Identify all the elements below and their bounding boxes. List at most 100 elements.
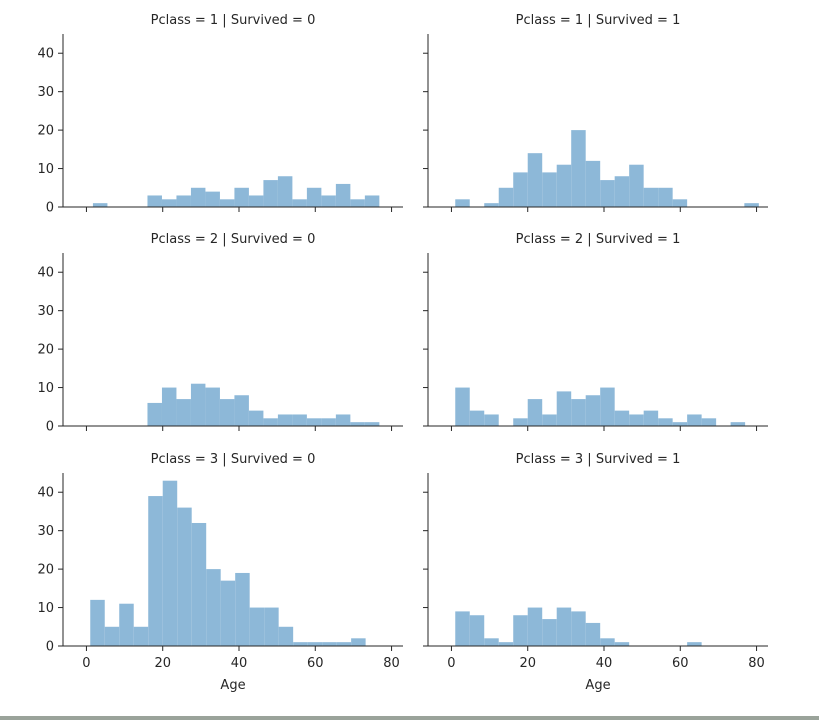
histogram-bar [162,480,178,646]
histogram-bar [335,183,351,207]
histogram-bar [556,607,572,646]
histogram-bar [484,414,499,426]
histogram-bar [147,402,162,426]
y-tick-label: 30 [37,524,54,539]
y-tick-label: 40 [37,266,54,281]
histogram-bar [484,638,499,646]
histogram-bar [133,626,149,646]
histogram-bar [600,387,615,426]
x-tick-label: 80 [748,656,765,671]
histogram-bar [600,180,615,207]
histogram-bar [263,180,278,207]
y-tick-label: 0 [46,201,54,216]
histogram-bar [161,199,177,207]
histogram-bar [205,387,220,426]
histogram-bar [364,422,380,426]
histogram-bar [350,422,365,426]
histogram-bar [614,642,630,646]
histogram-bar [556,164,572,207]
histogram-bar [455,199,470,207]
histogram-bar [335,414,351,426]
x-tick-label: 60 [672,656,689,671]
histogram-bar [307,642,323,646]
histogram-bar [190,187,206,207]
histogram-bar [191,522,207,646]
x-tick-label: 20 [519,656,536,671]
histogram-bar [190,383,206,426]
x-tick-label: 0 [447,656,455,671]
histogram-bar [484,203,499,207]
y-tick-label: 20 [37,124,54,139]
x-axis-label: Age [585,678,610,693]
y-tick-label: 10 [37,601,54,616]
x-tick-label: 60 [307,656,324,671]
x-tick-label: 40 [231,656,248,671]
histogram-bar [513,418,528,426]
histogram-bar [629,164,644,207]
histogram-bar [90,599,105,646]
panel-title: Pclass = 2 | Survived = 1 [516,232,681,247]
histogram-bar [571,611,586,646]
histogram-bar [277,414,293,426]
histogram-bar [556,391,572,426]
y-tick-label: 10 [37,162,54,177]
histogram-bar [364,195,380,207]
histogram-bar [455,611,470,646]
histogram-bar [350,199,365,207]
histogram-bar [672,199,688,207]
histogram-bar [658,418,673,426]
histogram-bar [614,176,630,207]
bottom-divider [0,716,819,720]
histogram-bar [351,638,366,646]
histogram-bar [658,187,673,207]
histogram-bar [219,199,235,207]
histogram-bar [292,414,307,426]
histogram-bar [235,572,250,646]
x-tick-label: 80 [383,656,400,671]
histogram-bar [600,638,615,646]
panel-title: Pclass = 3 | Survived = 1 [516,452,681,467]
histogram-bar [571,399,586,426]
histogram-bar [744,203,759,207]
y-tick-label: 40 [37,486,54,501]
x-axis-label: Age [220,678,245,693]
y-tick-label: 10 [37,381,54,396]
histogram-bar [513,615,528,646]
histogram-bar [234,395,249,426]
panel-title: Pclass = 3 | Survived = 0 [151,452,316,467]
histogram-bar [585,622,601,646]
y-tick-label: 30 [37,304,54,319]
histogram-bar [148,496,163,646]
histogram-bar [701,418,717,426]
y-tick-label: 20 [37,563,54,578]
histogram-bar [336,642,352,646]
panel-title: Pclass = 1 | Survived = 0 [151,13,316,28]
histogram-bar [306,187,322,207]
histogram-bar [542,619,557,646]
histogram-bar [498,642,514,646]
histogram-bar [643,187,659,207]
histogram-bar [220,580,236,646]
histogram-bar [92,203,108,207]
histogram-bar [248,410,264,426]
histogram-bar [527,153,543,207]
histogram-bar [293,642,308,646]
histogram-bar [147,195,162,207]
histogram-bar [687,642,702,646]
histogram-bar [277,176,293,207]
histogram-bar [469,615,485,646]
panel-title: Pclass = 2 | Survived = 0 [151,232,316,247]
histogram-bar [513,172,528,207]
histogram-bar [104,626,120,646]
histogram-bar [205,191,220,207]
histogram-bar [206,569,221,646]
histogram-bar [161,387,177,426]
histogram-bar [177,507,192,646]
histogram-bar [542,414,557,426]
histogram-bar [321,195,336,207]
histogram-bar [234,187,249,207]
histogram-bar [219,399,235,426]
x-tick-label: 0 [82,656,90,671]
histogram-bar [629,414,644,426]
